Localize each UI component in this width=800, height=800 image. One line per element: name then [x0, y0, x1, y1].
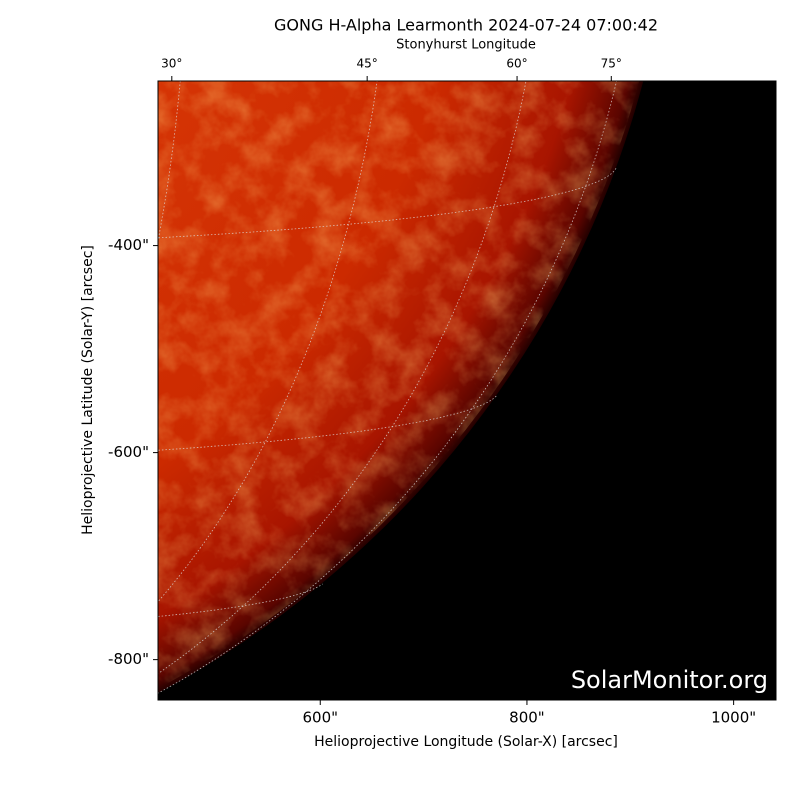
x2-axis-label: Stonyhurst Longitude — [396, 38, 536, 53]
grid-line — [158, 81, 527, 675]
x-axis-label: Helioprojective Longitude (Solar-X) [arc… — [314, 734, 618, 750]
x2-tick-label: 75° — [601, 57, 622, 71]
x2-tick-label: 45° — [357, 57, 378, 71]
x-tick-label: 800" — [509, 709, 545, 727]
x-tick-label: 1000" — [711, 709, 756, 727]
y-axis-label: Helioprojective Latitude (Solar-Y) [arcs… — [80, 245, 96, 535]
watermark: SolarMonitor.org — [571, 666, 768, 694]
x-tick-label: 600" — [302, 709, 338, 727]
x2-tick-label: 30° — [161, 57, 182, 71]
plot-frame — [157, 80, 777, 701]
chart-title: GONG H-Alpha Learmonth 2024-07-24 07:00:… — [274, 16, 658, 35]
y-tick-label: -600" — [108, 443, 149, 461]
grid-line — [0, 721, 104, 751]
grid-line — [158, 583, 323, 617]
y-tick-label: -400" — [108, 236, 149, 254]
grid-line — [0, 0, 672, 6]
y-tick-label: -800" — [108, 650, 149, 668]
x2-tick-label: 60° — [506, 57, 527, 71]
grid-line — [158, 81, 617, 694]
grid-line — [158, 167, 617, 239]
